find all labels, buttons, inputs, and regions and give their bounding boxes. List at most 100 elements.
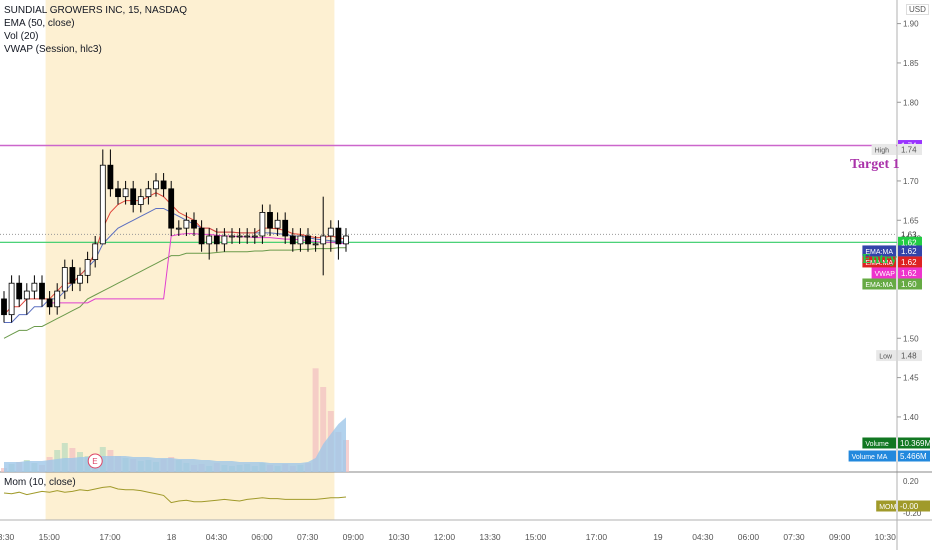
- symbol-title: SUNDIAL GROWERS INC, 15, NASDAQ: [4, 5, 187, 16]
- candle-body: [46, 298, 53, 308]
- ema-legend: EMA (50, close): [4, 18, 75, 29]
- candle-body: [92, 243, 99, 261]
- price-tag-label: VWAP: [875, 271, 896, 278]
- candle-body: [343, 235, 349, 245]
- indicator-tag-bg: [898, 500, 930, 512]
- candle-body: [244, 235, 251, 238]
- candle-body: [122, 188, 129, 198]
- price-tag-label: EMA:MA: [865, 249, 893, 256]
- momentum-line: [3, 486, 347, 504]
- time-tick-label: 09:00: [829, 532, 851, 542]
- vwap-line: [49, 233, 347, 304]
- earnings-marker: [87, 453, 103, 469]
- indicator-tag-bg: [898, 437, 930, 449]
- time-tick-label: 04:30: [206, 532, 228, 542]
- price-tag-label-bg: [862, 278, 896, 290]
- volume-legend: Vol (20): [4, 31, 39, 42]
- ema-blue-line: [4, 207, 347, 324]
- price-tag-value: 1.62: [901, 247, 917, 256]
- price-tag-value: 1.60: [901, 280, 917, 289]
- price-tag-label-bg: [871, 143, 896, 155]
- candle-body: [115, 188, 121, 198]
- ema-red-line: [3, 192, 347, 316]
- currency-label[interactable]: USD: [906, 4, 929, 15]
- price-tag-bg: [898, 256, 922, 268]
- candle-body: [130, 188, 137, 205]
- time-tick-label: 10:30: [388, 532, 410, 542]
- time-tick-label: 17:00: [586, 532, 608, 542]
- candle-body: [198, 227, 205, 245]
- chart-legend: SUNDIAL GROWERS INC, 15, NASDAQ EMA (50,…: [4, 4, 187, 56]
- price-tag-value: 1.62: [901, 258, 917, 267]
- price-tag-label-bg: [862, 256, 896, 268]
- candle-body: [84, 259, 91, 276]
- candle-body: [145, 188, 152, 198]
- time-tick-label: 12:00: [434, 532, 456, 542]
- time-tick-label: 13:30: [479, 532, 501, 542]
- mom-tick-label: -0.20: [903, 509, 922, 518]
- candle-body: [320, 235, 327, 245]
- indicator-tag-label-bg: [862, 437, 896, 449]
- candle-body: [99, 164, 106, 245]
- price-tag-bg: [898, 350, 922, 362]
- candle-body: [236, 235, 243, 238]
- candle-body: [8, 282, 15, 316]
- time-tick-label: 15:00: [525, 532, 547, 542]
- earnings-label: E: [92, 457, 97, 466]
- mom-tick-label: 0.20: [903, 477, 919, 486]
- time-tick-label: 18: [167, 532, 177, 542]
- price-tag-label-bg: [871, 267, 896, 279]
- price-tag-bg: [898, 278, 922, 290]
- time-tick-label: 15:00: [39, 532, 61, 542]
- time-tick-label: 10:30: [875, 532, 897, 542]
- time-tick-label: 04:30: [692, 532, 714, 542]
- candle-body: [175, 227, 182, 230]
- candle-body: [274, 219, 281, 229]
- time-tick-label: 17:00: [99, 532, 121, 542]
- price-tick-label: 1.80: [903, 98, 919, 107]
- candle-body: [305, 235, 311, 245]
- time-tick-label: 07:30: [783, 532, 805, 542]
- price-tag-label-bg: [876, 350, 896, 362]
- candle-body: [1, 298, 7, 316]
- candle-body: [61, 267, 68, 292]
- candle-body: [137, 196, 144, 205]
- price-tick-label: 1.40: [903, 413, 919, 422]
- price-tag-bg: [898, 236, 922, 248]
- entry-annotation: Entry: [862, 252, 897, 267]
- time-tick-label: 09:00: [343, 532, 365, 542]
- candle-body: [191, 219, 197, 229]
- indicator-tag-label: MOM: [879, 504, 896, 511]
- price-tag-value: 1.63: [901, 230, 917, 239]
- candle-body: [153, 180, 159, 190]
- price-tag-label: EMA:MA: [865, 260, 893, 267]
- candle-body: [267, 211, 273, 229]
- time-tick-label: 06:00: [738, 532, 760, 542]
- candle-body: [282, 219, 289, 237]
- volume-bar: [61, 443, 68, 472]
- candle-body: [77, 274, 83, 284]
- price-tag-bg: [898, 143, 922, 155]
- volume-bar: [320, 387, 327, 472]
- indicator-tag-label-bg: [876, 500, 896, 512]
- candle-body: [160, 180, 167, 190]
- price-tag-label-bg: [862, 245, 896, 257]
- candle-body: [297, 235, 304, 245]
- ema-50-line: [3, 247, 346, 339]
- candle-body: [289, 235, 296, 245]
- price-tick-label: 1.70: [903, 177, 919, 186]
- price-tag-value: 1.48: [901, 352, 917, 361]
- price-tag-label: Low: [879, 354, 893, 361]
- indicator-tag-value: 10.369M: [900, 439, 931, 448]
- candle-body: [259, 211, 266, 237]
- price-tick-label: 1.90: [903, 20, 919, 29]
- indicator-tag-bg: [898, 450, 930, 462]
- price-tag-value: 1.74: [901, 145, 917, 154]
- price-tick-label: 1.45: [903, 374, 919, 383]
- price-tick-label: 1.50: [903, 334, 919, 343]
- candle-body: [31, 282, 38, 292]
- price-tag-label: EMA:MA: [865, 282, 893, 289]
- vwap-legend: VWAP (Session, hlc3): [4, 44, 102, 55]
- candle-body: [213, 235, 220, 245]
